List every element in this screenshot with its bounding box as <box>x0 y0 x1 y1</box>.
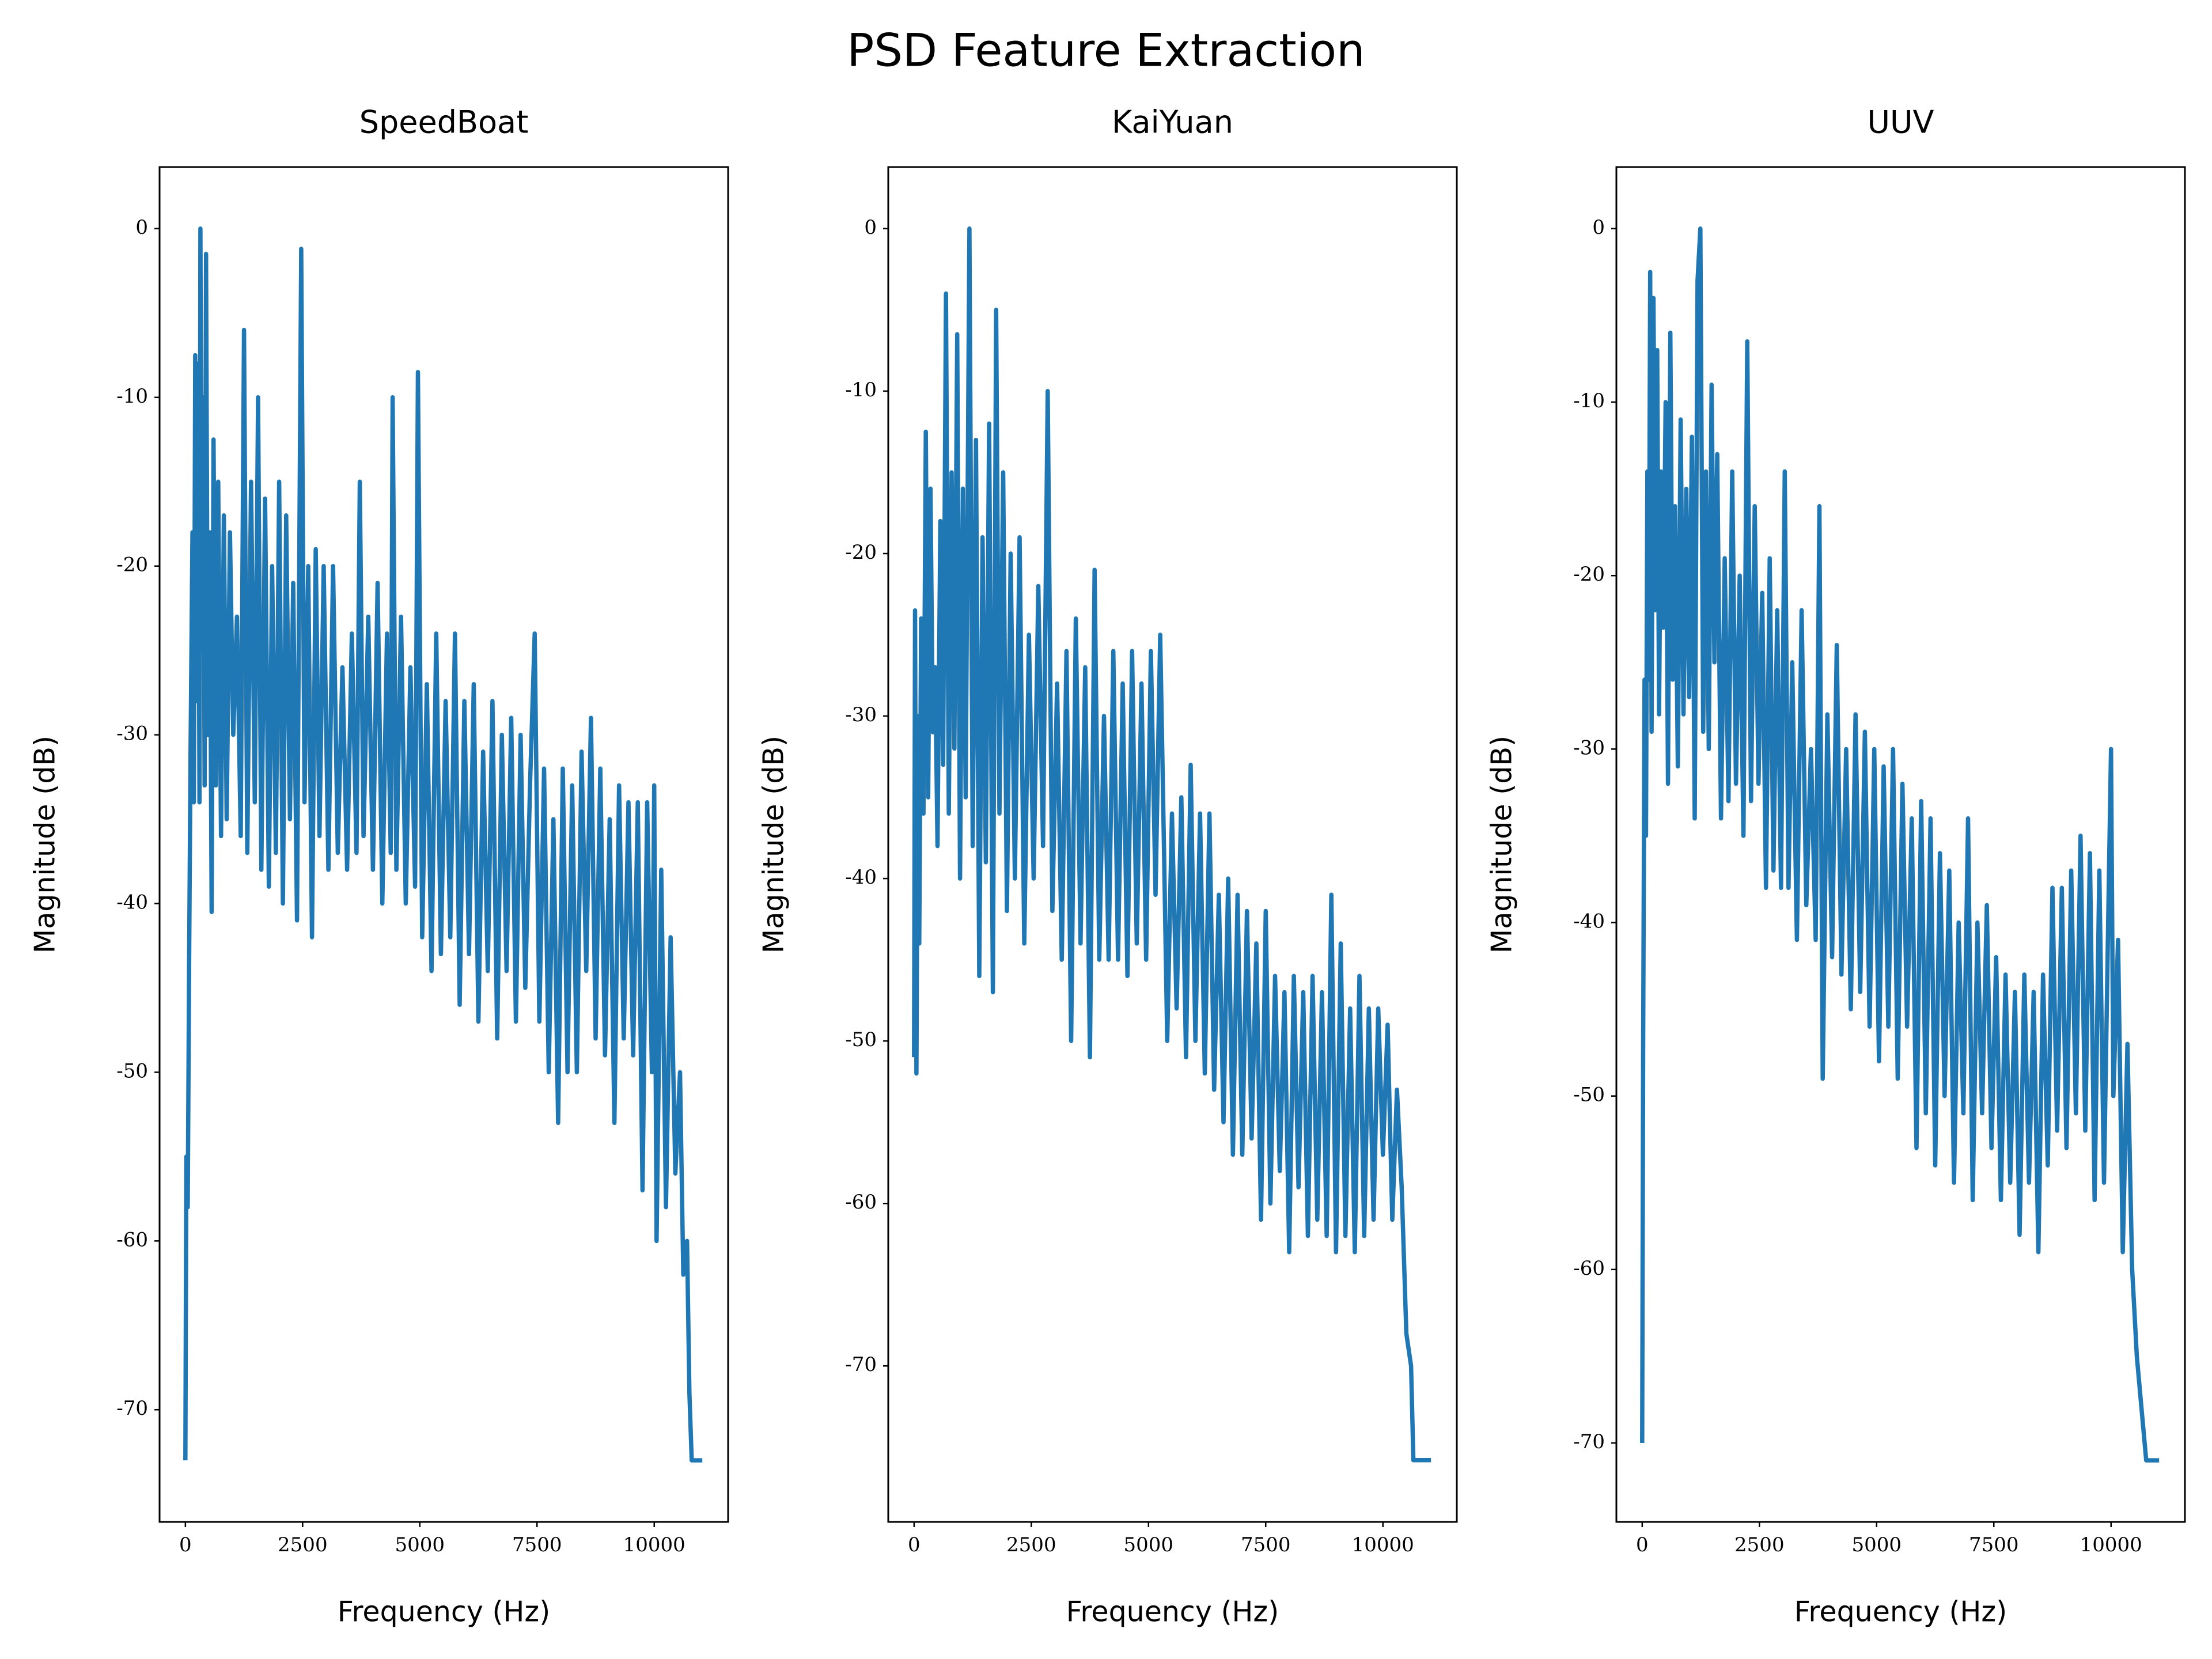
y-tick-label: -10 <box>1573 389 1605 412</box>
psd-line <box>912 226 1431 1463</box>
subplot: 0 2500 5000 7500 10000 0 -10 -20 -30 -40 -50 -60 -70… <box>1486 104 2186 1628</box>
figure-title: PSD Feature Extraction <box>847 25 1365 77</box>
x-axis-label: Frequency (Hz) <box>338 1596 551 1628</box>
y-tick-label: -20 <box>845 541 877 564</box>
x-tick-label: 7500 <box>512 1533 562 1556</box>
y-tick-label: -60 <box>1573 1257 1605 1280</box>
y-tick-label: -60 <box>116 1228 148 1251</box>
y-tick-label: 0 <box>864 216 877 239</box>
subplot-title: UUV <box>1868 104 1934 141</box>
x-tick-label: 7500 <box>1241 1533 1291 1556</box>
axes-frame <box>1615 166 2186 1523</box>
x-tick-label: 5000 <box>395 1533 445 1556</box>
y-tick-label: -50 <box>116 1059 148 1082</box>
subplot: 0 2500 5000 7500 10000 0 -10 -20 -30 -40 -50 -60 -70… <box>29 104 729 1628</box>
y-tick-label: -70 <box>116 1397 148 1420</box>
axes-frame <box>887 166 1458 1523</box>
x-axis-label: Frequency (Hz) <box>1794 1596 2008 1628</box>
x-tick-label: 5000 <box>1852 1533 1902 1556</box>
x-tick-label: 2500 <box>1734 1533 1785 1556</box>
plot-area <box>912 226 1431 1463</box>
psd-line <box>183 226 703 1463</box>
x-tick-label: 0 <box>179 1533 192 1556</box>
y-tick-label: 0 <box>1592 216 1605 239</box>
x-tick-label: 10000 <box>623 1533 685 1556</box>
x-tick-label: 10000 <box>1352 1533 1414 1556</box>
y-tick-label: -10 <box>116 385 148 408</box>
y-axis-label: Magnitude (dB) <box>29 736 62 953</box>
plot-area <box>183 226 703 1463</box>
x-tick-label: 7500 <box>1969 1533 2019 1556</box>
psd-line <box>1640 226 2160 1463</box>
y-axis-label: Magnitude (dB) <box>757 736 790 953</box>
x-axis-label: Frequency (Hz) <box>1066 1596 1279 1628</box>
subplot-title: SpeedBoat <box>359 104 529 141</box>
y-tick-label: -70 <box>845 1353 877 1376</box>
y-tick-label: -10 <box>845 378 877 402</box>
plot-area <box>1640 226 2160 1463</box>
y-tick-label: -20 <box>1573 563 1605 586</box>
subplot: 0 2500 5000 7500 10000 0 -10 -20 -30 -40 -50 -60 -70… <box>757 104 1458 1628</box>
axes-frame <box>158 166 729 1523</box>
x-tick-label: 0 <box>1636 1533 1649 1556</box>
y-tick-label: -60 <box>845 1191 877 1214</box>
x-tick-label: 0 <box>908 1533 921 1556</box>
y-tick-label: -70 <box>1573 1430 1605 1453</box>
y-tick-label: 0 <box>135 216 148 239</box>
subplot-title: KaiYuan <box>1112 104 1233 141</box>
y-tick-label: -30 <box>1573 736 1605 759</box>
y-tick-label: -40 <box>845 866 877 889</box>
y-tick-label: -30 <box>845 703 877 726</box>
y-tick-label: -40 <box>1573 910 1605 933</box>
y-axis-label: Magnitude (dB) <box>1486 736 1518 953</box>
x-tick-label: 10000 <box>2080 1533 2142 1556</box>
x-tick-label: 2500 <box>1006 1533 1056 1556</box>
y-tick-label: -50 <box>845 1028 877 1051</box>
x-tick-label: 2500 <box>278 1533 328 1556</box>
y-tick-label: -40 <box>116 891 148 914</box>
y-tick-label: -50 <box>1573 1084 1605 1107</box>
y-tick-label: -20 <box>116 554 148 577</box>
x-tick-label: 5000 <box>1124 1533 1174 1556</box>
y-tick-label: -30 <box>116 722 148 745</box>
